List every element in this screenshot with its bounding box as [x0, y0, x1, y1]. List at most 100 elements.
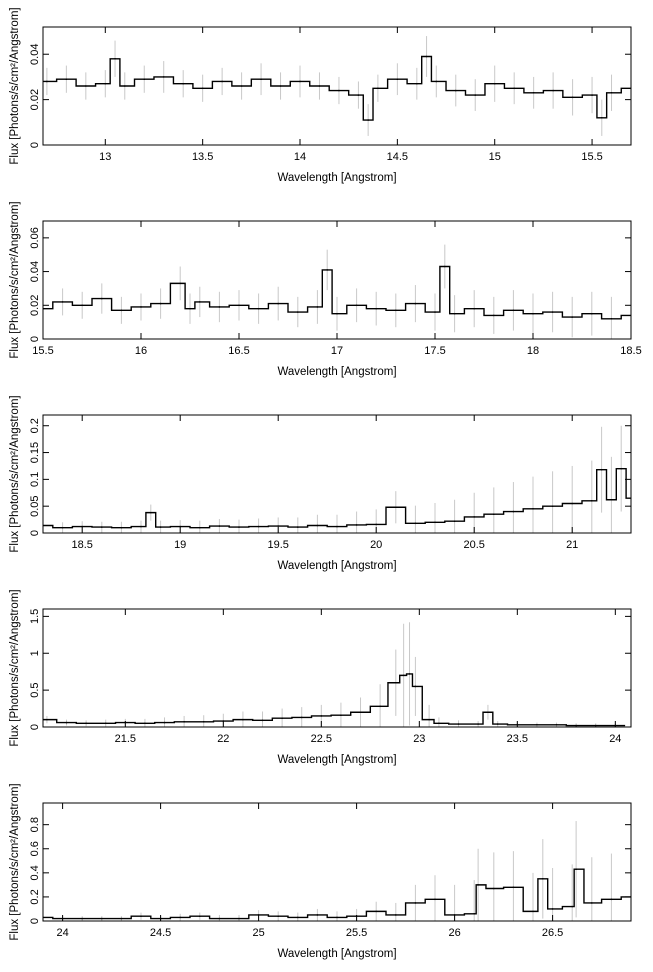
data-point — [444, 265, 446, 268]
data-point — [473, 516, 476, 518]
data-point — [379, 705, 381, 708]
data-point — [395, 506, 397, 509]
data-point — [104, 82, 107, 85]
x-tick-label: 14.5 — [387, 151, 408, 163]
data-point — [162, 76, 165, 78]
data-point — [571, 96, 574, 99]
y-tick-label: 0.1 — [29, 472, 41, 487]
spectrum-panel-1: 13 13.5 14 14.5 15 15.5 0 0.02 0.04 Wavelength [A… — [9, 7, 632, 184]
data-point — [493, 887, 495, 890]
data-point — [512, 510, 515, 513]
y-tick-label: 0.6 — [29, 841, 41, 856]
data-point — [551, 311, 554, 313]
data-point — [46, 718, 48, 721]
data-point — [143, 78, 146, 80]
y-tick-label: 0 — [29, 724, 41, 730]
data-point — [438, 722, 440, 725]
y-axis-title: Flux [Photons/s/cm²/Angstrom] — [9, 7, 21, 164]
data-point — [620, 467, 622, 470]
y-tick-label: 0 — [29, 142, 41, 148]
data-point — [199, 301, 201, 303]
data-point — [81, 917, 83, 920]
data-point — [414, 522, 417, 525]
plot-area — [43, 821, 631, 921]
data-point — [61, 526, 64, 529]
y-tick-label: 0.15 — [29, 442, 41, 463]
x-tick-label: 16 — [135, 345, 147, 357]
data-point — [552, 89, 554, 92]
y-axis-title: Flux [Photons/s/cm²/Angstrom] — [9, 201, 21, 358]
data-point — [316, 914, 319, 916]
y-tick-label: 0.04 — [29, 261, 41, 282]
data-point — [318, 85, 321, 87]
data-point — [101, 526, 103, 528]
data-point — [377, 87, 379, 90]
data-point — [395, 914, 397, 916]
data-point — [473, 912, 476, 915]
data-point — [477, 884, 479, 886]
data-point — [375, 523, 378, 526]
data-point — [416, 82, 418, 85]
data-point — [281, 717, 283, 719]
x-tick-label: 20 — [370, 539, 382, 551]
spectrum-series-line — [43, 265, 631, 320]
x-tick-label: 21.5 — [115, 733, 136, 745]
y-tick-label: 0.8 — [29, 817, 41, 832]
x-tick-label: 18 — [527, 345, 539, 357]
data-point — [414, 302, 417, 305]
x-tick-label: 24.5 — [150, 927, 171, 939]
data-point — [201, 87, 204, 90]
data-point — [61, 301, 64, 303]
x-tick-label: 20.5 — [463, 539, 484, 551]
data-point — [575, 724, 577, 727]
data-point — [396, 78, 399, 80]
data-point — [610, 92, 613, 94]
data-point — [85, 85, 87, 87]
data-point — [395, 681, 397, 684]
y-tick-label: 0.02 — [29, 89, 41, 110]
data-point — [591, 312, 593, 315]
plot-frame — [42, 802, 632, 922]
data-point — [120, 309, 123, 312]
spectrum-panel-4: 21.5 22 22.5 23 23.5 24 0 0.5 1 1.5 Wavelength [An… — [9, 589, 632, 766]
spectrum-panel-5: 24 24.5 25 25.5 26 26.5 0 0.2 0.4 0.6 0.8 Wavelengt… — [9, 783, 632, 960]
x-tick-label: 23.5 — [507, 733, 528, 745]
x-tick-label: 24 — [609, 733, 621, 745]
data-point — [555, 723, 558, 726]
data-point — [120, 526, 123, 529]
data-point — [435, 80, 438, 83]
data-point — [182, 82, 184, 85]
data-point — [81, 304, 83, 307]
data-point — [512, 886, 515, 889]
x-tick-label: 17.5 — [424, 345, 445, 357]
data-point — [367, 119, 369, 121]
x-tick-label: 25 — [252, 927, 264, 939]
data-point — [336, 525, 338, 528]
data-point — [257, 307, 260, 310]
plot-frame — [42, 608, 632, 728]
data-point — [496, 723, 499, 725]
x-tick-label: 19.5 — [267, 539, 288, 551]
x-tick-label: 19 — [174, 539, 186, 551]
data-point — [326, 269, 329, 271]
plot-area — [43, 244, 631, 339]
data-point — [316, 306, 319, 308]
x-axis-title: Wavelength [Angstrom] — [277, 560, 396, 572]
plot-frame — [42, 26, 632, 146]
x-tick-label: 13 — [99, 151, 111, 163]
data-point — [242, 718, 244, 721]
data-point — [571, 905, 573, 908]
data-point — [46, 80, 48, 83]
data-point — [610, 498, 613, 501]
data-point — [65, 721, 68, 724]
x-tick-label: 21 — [566, 539, 578, 551]
data-point — [591, 902, 593, 904]
data-point — [316, 524, 319, 527]
data-point — [336, 916, 338, 919]
x-tick-label: 25.5 — [346, 927, 367, 939]
data-point — [260, 78, 262, 80]
data-point — [594, 724, 597, 727]
y-tick-label: 0 — [29, 336, 41, 342]
data-point — [163, 721, 166, 724]
